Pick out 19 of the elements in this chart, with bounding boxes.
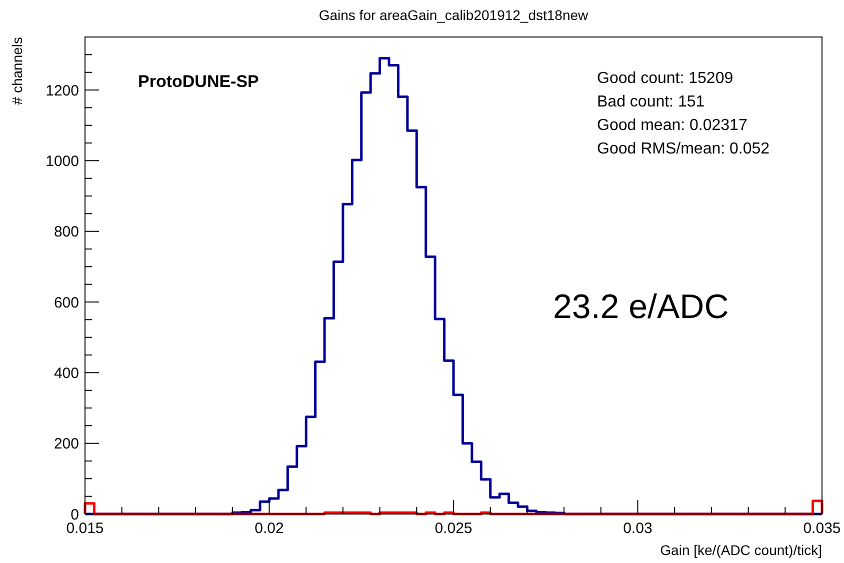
y-tick-label: 600 [54,294,79,312]
y-tick-label: 1000 [46,152,79,170]
annotation: Good count: 15209 [597,70,734,87]
x-tick-label: 0.02 [254,520,284,537]
x-tick-label: 0.035 [803,520,841,537]
chart-title: Gains for areaGain_calib201912_dst18new [318,7,590,23]
annotation: Good RMS/mean: 0.052 [597,140,770,158]
annotation: Good mean: 0.02317 [597,117,748,134]
annotation: ProtoDUNE-SP [138,72,259,91]
x-axis-title: Gain [ke/(ADC count)/tick] [660,542,822,558]
annotation: 23.2 e/ADC [553,288,729,326]
x-tick-label: 0.03 [623,520,652,537]
y-tick-label: 200 [54,436,79,453]
y-axis-title: # channels [9,37,25,105]
y-tick-label: 1200 [46,82,79,100]
y-tick-label: 400 [54,364,79,382]
annotation: Bad count: 151 [597,94,705,110]
x-tick-label: 0.025 [434,520,472,537]
y-tick-label: 800 [54,224,79,241]
